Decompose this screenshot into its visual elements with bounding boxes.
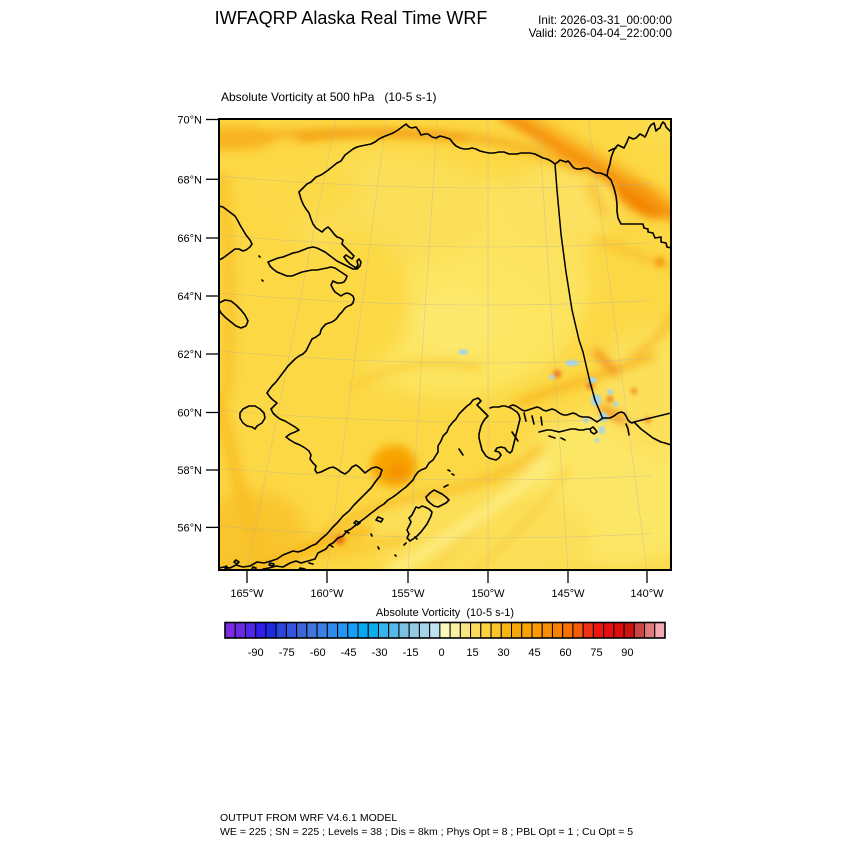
svg-text:0: 0 <box>439 647 445 659</box>
svg-text:145°W: 145°W <box>551 588 585 600</box>
svg-text:60°N: 60°N <box>177 408 202 420</box>
svg-text:Absolute Vorticity (10-5 s-1): Absolute Vorticity (10-5 s-1) <box>376 607 514 619</box>
svg-text:150°W: 150°W <box>471 588 505 600</box>
svg-text:58°N: 58°N <box>177 465 202 477</box>
svg-text:-90: -90 <box>248 647 264 659</box>
svg-text:56°N: 56°N <box>177 522 202 534</box>
svg-text:66°N: 66°N <box>177 233 202 245</box>
svg-text:WE = 225 ; SN = 225 ; Levels =: WE = 225 ; SN = 225 ; Levels = 38 ; Dis … <box>220 826 633 838</box>
svg-text:140°W: 140°W <box>630 588 664 600</box>
svg-text:Init: 2026-03-31_00:00:00: Init: 2026-03-31_00:00:00 <box>538 14 672 27</box>
svg-text:-75: -75 <box>279 647 295 659</box>
svg-text:45: 45 <box>528 647 540 659</box>
svg-text:Absolute Vorticity at 500 hPa: Absolute Vorticity at 500 hPa (10-5 s-1) <box>221 90 436 104</box>
svg-text:62°N: 62°N <box>177 349 202 361</box>
svg-text:-30: -30 <box>372 647 388 659</box>
svg-text:15: 15 <box>466 647 478 659</box>
svg-text:90: 90 <box>621 647 633 659</box>
svg-text:68°N: 68°N <box>177 174 202 186</box>
svg-text:165°W: 165°W <box>230 588 264 600</box>
svg-text:60: 60 <box>559 647 571 659</box>
svg-text:IWFAQRP Alaska Real Time WRF: IWFAQRP Alaska Real Time WRF <box>215 8 488 28</box>
svg-text:30: 30 <box>497 647 509 659</box>
svg-text:-45: -45 <box>341 647 357 659</box>
svg-text:160°W: 160°W <box>310 588 344 600</box>
svg-text:70°N: 70°N <box>177 115 202 127</box>
svg-text:Valid: 2026-04-04_22:00:00: Valid: 2026-04-04_22:00:00 <box>529 27 673 40</box>
svg-text:64°N: 64°N <box>177 291 202 303</box>
svg-text:-60: -60 <box>310 647 326 659</box>
svg-text:155°W: 155°W <box>391 588 425 600</box>
svg-text:75: 75 <box>590 647 602 659</box>
svg-text:-15: -15 <box>403 647 419 659</box>
svg-text:OUTPUT FROM WRF V4.6.1 MODEL: OUTPUT FROM WRF V4.6.1 MODEL <box>220 812 397 824</box>
